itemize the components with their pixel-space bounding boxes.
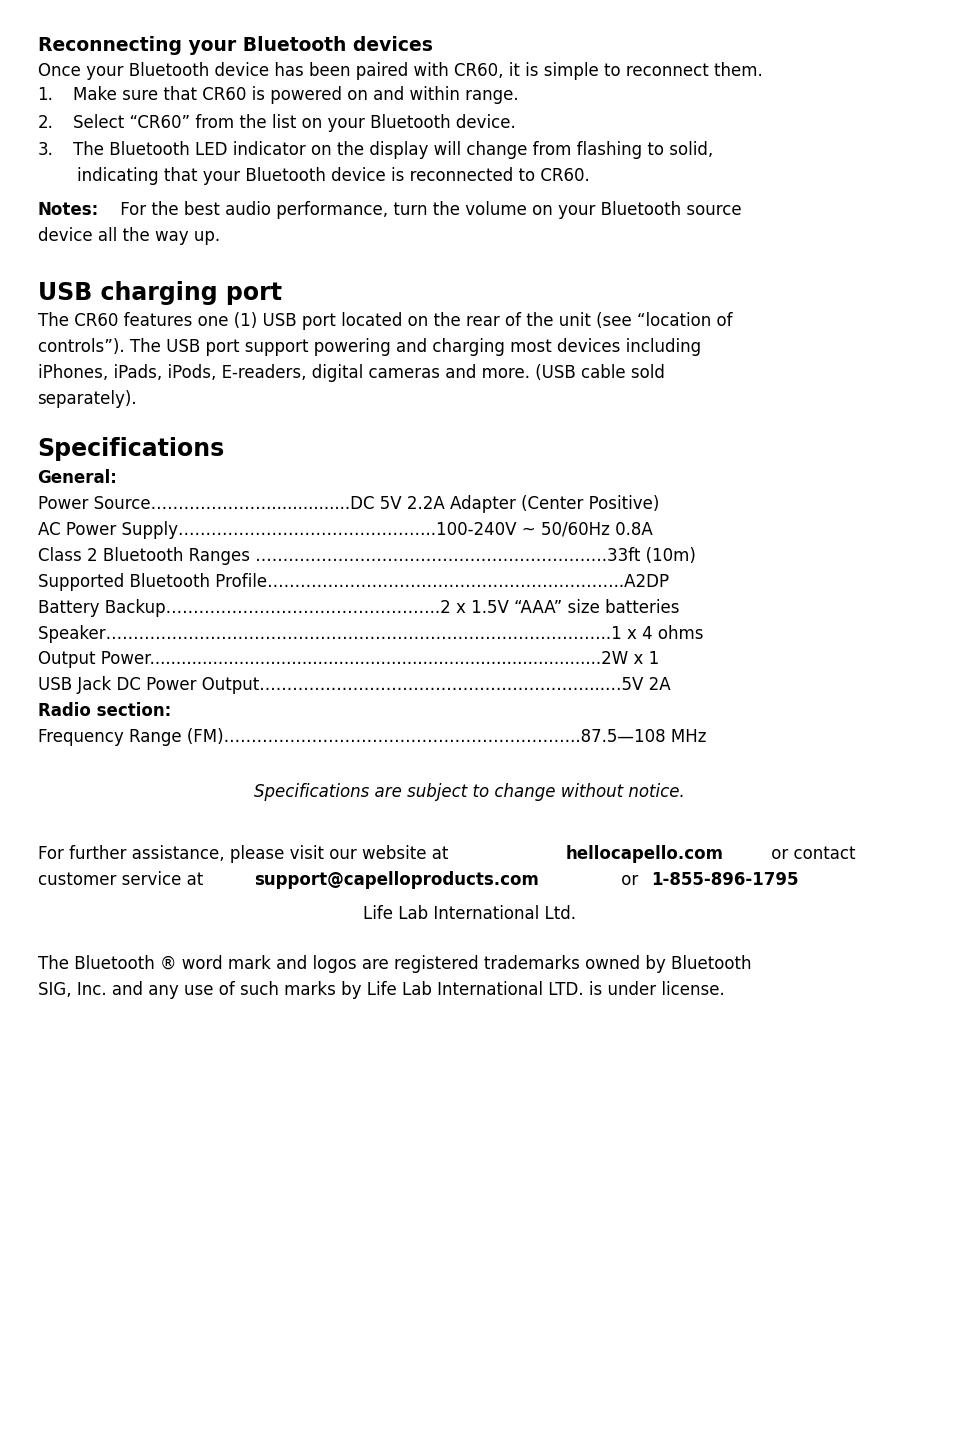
Text: iPhones, iPads, iPods, E-readers, digital cameras and more. (USB cable sold: iPhones, iPads, iPods, E-readers, digita…: [37, 364, 663, 383]
Text: Select “CR60” from the list on your Bluetooth device.: Select “CR60” from the list on your Blue…: [73, 114, 516, 132]
Text: 1-855-896-1795: 1-855-896-1795: [650, 871, 798, 889]
Text: For the best audio performance, turn the volume on your Bluetooth source: For the best audio performance, turn the…: [115, 201, 741, 220]
Text: Class 2 Bluetooth Ranges ……………………………………………………….33ft (10m): Class 2 Bluetooth Ranges …………………………………………: [37, 547, 695, 566]
Text: Supported Bluetooth Profile………………………………………………………..A2DP: Supported Bluetooth Profile……………………………………: [37, 573, 668, 591]
Text: Output Power....................................................................: Output Power............................…: [37, 650, 659, 669]
Text: indicating that your Bluetooth device is reconnected to CR60.: indicating that your Bluetooth device is…: [77, 167, 589, 186]
Text: 2.: 2.: [37, 114, 53, 132]
Text: Make sure that CR60 is powered on and within range.: Make sure that CR60 is powered on and wi…: [73, 86, 518, 105]
Text: General:: General:: [37, 469, 117, 488]
Text: Once your Bluetooth device has been paired with CR60, it is simple to reconnect : Once your Bluetooth device has been pair…: [37, 62, 761, 81]
Text: Frequency Range (FM)………………………………………………………..87.5—108 MHz: Frequency Range (FM)………………………………………………………: [37, 728, 705, 747]
Text: customer service at: customer service at: [37, 871, 208, 889]
Text: or: or: [616, 871, 642, 889]
Text: 1.: 1.: [37, 86, 53, 105]
Text: hellocapello.com: hellocapello.com: [565, 845, 722, 863]
Text: support@capelloproducts.com: support@capelloproducts.com: [253, 871, 538, 889]
Text: Reconnecting your Bluetooth devices: Reconnecting your Bluetooth devices: [37, 36, 432, 55]
Text: Life Lab International Ltd.: Life Lab International Ltd.: [363, 905, 576, 924]
Text: 3.: 3.: [37, 141, 53, 160]
Text: device all the way up.: device all the way up.: [37, 227, 219, 246]
Text: SIG, Inc. and any use of such marks by Life Lab International LTD. is under lice: SIG, Inc. and any use of such marks by L…: [37, 981, 723, 1000]
Text: Battery Backup…………………………………………..2 x 1.5V “AAA” size batteries: Battery Backup…………………………………………..2 x 1.5V…: [37, 599, 679, 617]
Text: controls”). The USB port support powering and charging most devices including: controls”). The USB port support powerin…: [37, 338, 700, 357]
Text: Radio section:: Radio section:: [37, 702, 171, 721]
Text: AC Power Supply………………………………………..100-240V ~ 50/60Hz 0.8A: AC Power Supply………………………………………..100-240V…: [37, 521, 652, 540]
Text: Speaker………………………………………………………………………………..1 x 4 ohms: Speaker………………………………………………………………………………..1…: [37, 625, 702, 643]
Text: Specifications are subject to change without notice.: Specifications are subject to change wit…: [253, 783, 684, 802]
Text: The Bluetooth LED indicator on the display will change from flashing to solid,: The Bluetooth LED indicator on the displ…: [73, 141, 713, 160]
Text: For further assistance, please visit our website at: For further assistance, please visit our…: [37, 845, 453, 863]
Text: separately).: separately).: [37, 390, 137, 409]
Text: Notes:: Notes:: [37, 201, 99, 220]
Text: USB Jack DC Power Output……………………………………………………...…5V 2A: USB Jack DC Power Output……………………………………………: [37, 676, 670, 695]
Text: Power Source…………………................DC 5V 2.2A Adapter (Center Positive): Power Source…………………................DC 5V…: [37, 495, 659, 514]
Text: USB charging port: USB charging port: [37, 281, 281, 305]
Text: or contact: or contact: [765, 845, 855, 863]
Text: The Bluetooth ® word mark and logos are registered trademarks owned by Bluetooth: The Bluetooth ® word mark and logos are …: [37, 955, 750, 974]
Text: The CR60 features one (1) USB port located on the rear of the unit (see “locatio: The CR60 features one (1) USB port locat…: [37, 312, 731, 331]
Text: Specifications: Specifications: [37, 437, 225, 462]
